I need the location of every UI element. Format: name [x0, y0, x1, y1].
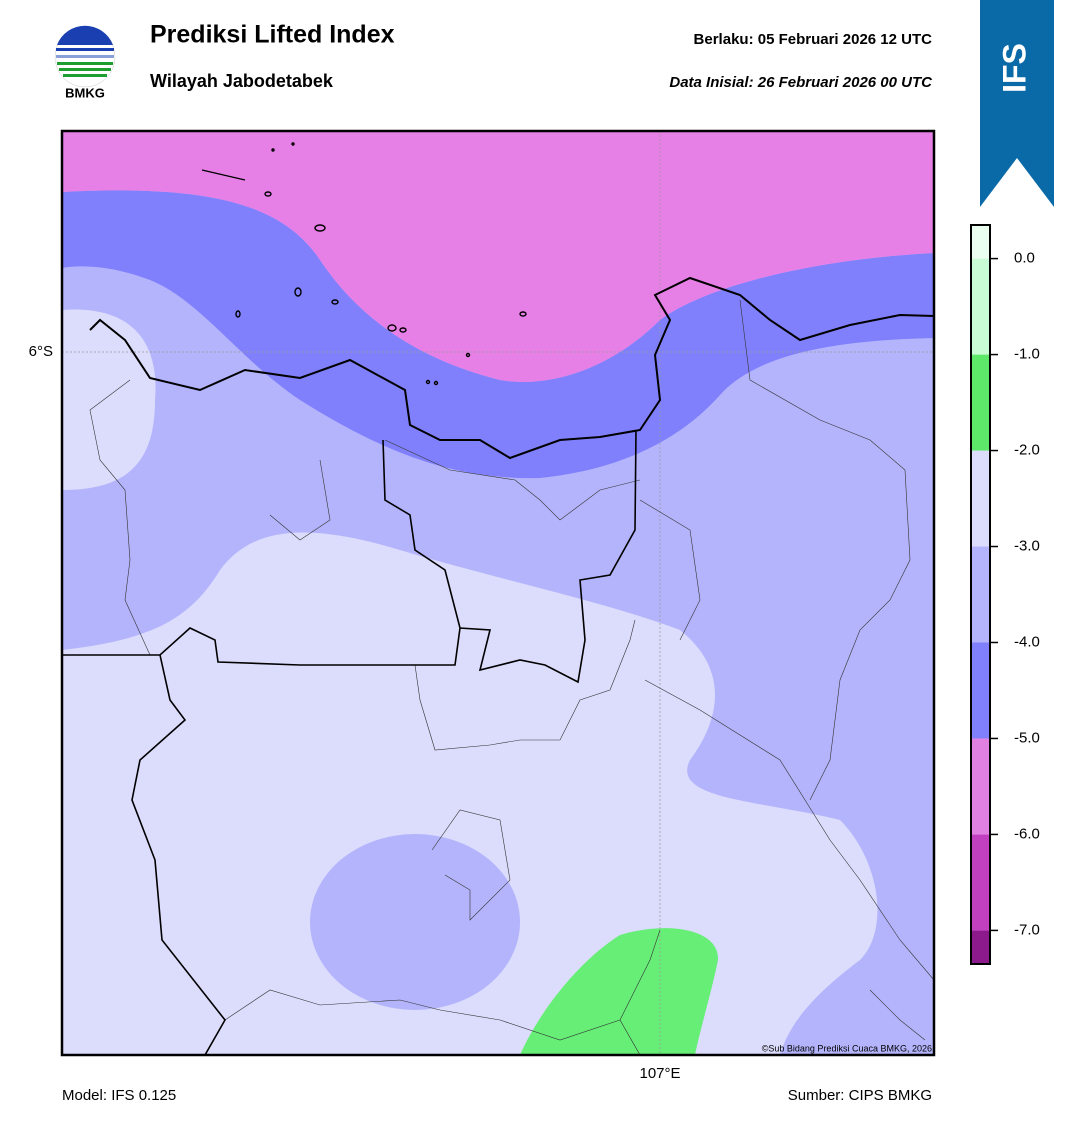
logo-text: BMKG	[65, 85, 105, 100]
map-frame	[60, 129, 936, 1057]
subtitle: Wilayah Jabodetabek	[150, 71, 334, 91]
colorbar: 0.0 -1.0 -2.0 -3.0 -4.0 -5.0 -6.0 -7.0	[970, 224, 1040, 965]
colorbar-tick-label: -3.0	[1014, 537, 1040, 554]
logo: BMKG	[54, 25, 116, 100]
colorbar-tick-label: -6.0	[1014, 825, 1040, 842]
colorbar-segment	[971, 258, 990, 355]
colorbar-segment	[971, 930, 990, 964]
colorbar-segment	[971, 738, 990, 835]
colorbar-segment	[971, 546, 990, 643]
valid-time: Berlaku: 05 Februari 2026 12 UTC	[694, 31, 933, 48]
colorbar-segment	[971, 642, 990, 739]
lat-label: 6°S	[29, 343, 53, 360]
credit: ©Sub Bidang Prediksi Cuaca BMKG, 2026	[762, 1043, 932, 1053]
colorbar-tick-label: -1.0	[1014, 346, 1040, 363]
title: Prediksi Lifted Index	[150, 21, 395, 49]
colorbar-tick-label: -7.0	[1014, 921, 1040, 938]
model: Model: IFS 0.125	[62, 1087, 176, 1104]
colorbar-tick-label: 0.0	[1014, 250, 1035, 267]
colorbar-segment	[971, 225, 990, 259]
badge-text: IFS	[996, 43, 1032, 93]
source: Sumber: CIPS BMKG	[788, 1087, 932, 1104]
lon-label: 107°E	[639, 1065, 680, 1082]
init-time: Data Inisial: 26 Februari 2026 00 UTC	[669, 74, 933, 91]
colorbar-frame	[970, 224, 991, 965]
badge	[980, 0, 1054, 207]
colorbar-tick-label: -2.0	[1014, 442, 1040, 459]
colorbar-segment	[971, 450, 990, 547]
colorbar-segment	[971, 354, 990, 451]
map	[62, 131, 934, 1055]
colorbar-segment	[971, 834, 990, 931]
colorbar-tick-label: -4.0	[1014, 633, 1040, 650]
colorbar-tick-label: -5.0	[1014, 729, 1040, 746]
